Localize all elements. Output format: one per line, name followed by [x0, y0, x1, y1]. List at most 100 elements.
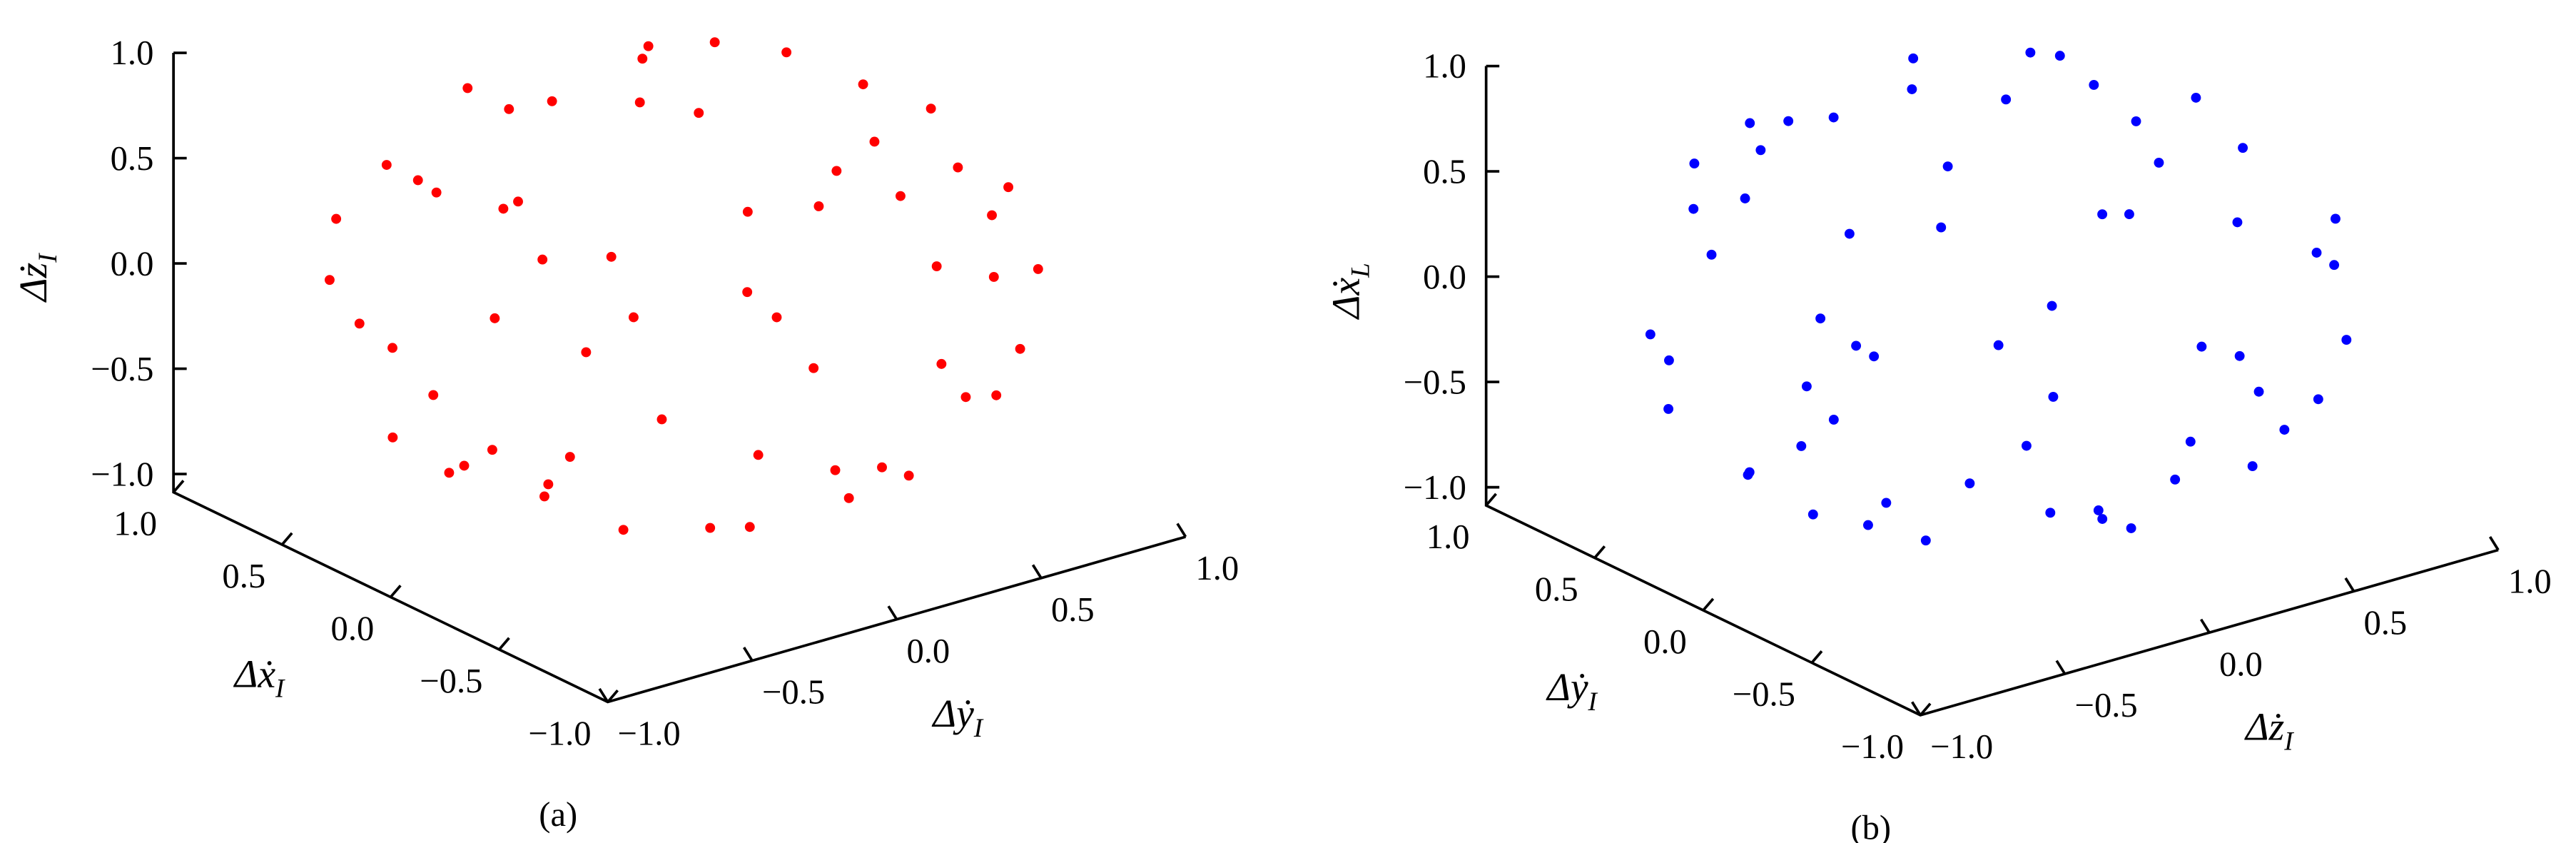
x-axis-label: ΔẋI [233, 653, 285, 704]
point [1844, 228, 1855, 239]
point [709, 37, 720, 48]
point [705, 523, 716, 533]
x-tick-label: 0.5 [1535, 570, 1578, 609]
point [1740, 193, 1750, 203]
point [953, 162, 963, 173]
point [1783, 116, 1794, 126]
x-tick [1702, 597, 1715, 612]
z-tick-label: −0.5 [91, 350, 153, 388]
x-tick-label: −0.5 [420, 662, 482, 700]
point [628, 312, 639, 323]
point [2001, 94, 2012, 105]
point [1942, 161, 1953, 172]
point [2025, 47, 2036, 58]
point [742, 287, 753, 298]
point [926, 104, 936, 114]
z-axis-label-main: Δẋ [1324, 278, 1368, 320]
x-axis-label-sub: I [1588, 687, 1598, 717]
x-axis-label-sub: I [275, 674, 285, 703]
point [459, 460, 470, 471]
x-tick [280, 532, 293, 546]
x-tick-label: −1.0 [1841, 727, 1904, 766]
point [498, 203, 509, 214]
z-axis-label: ΔżI [12, 253, 63, 303]
point [606, 251, 617, 262]
point [988, 272, 999, 282]
point [2329, 260, 2340, 271]
point [2247, 461, 2258, 472]
point [1863, 520, 1873, 530]
point [2047, 301, 2057, 311]
z-tick-label: 0.0 [111, 244, 154, 283]
x-tick-label: 0.5 [222, 557, 265, 595]
point [1801, 381, 1812, 392]
axis-line [172, 53, 1187, 704]
point [431, 187, 442, 198]
point [537, 254, 548, 265]
point [987, 210, 997, 221]
x-tick-label: 0.0 [331, 610, 375, 648]
point [2097, 514, 2108, 524]
y-tick-label: −1.0 [1930, 727, 1993, 766]
x-tick-label: −0.5 [1733, 675, 1795, 714]
point [462, 83, 473, 94]
y-tick-label: 1.0 [1195, 549, 1239, 587]
point [2089, 80, 2099, 90]
z-tick-label: 1.0 [111, 34, 154, 72]
x-tick [1485, 493, 1497, 507]
point [387, 432, 398, 443]
point [1907, 84, 1917, 94]
point [2021, 440, 2032, 451]
point [1964, 478, 1975, 489]
z-tick-label: 0.0 [1423, 258, 1466, 296]
caption: (b) [1850, 808, 1891, 843]
y-tick [2488, 536, 2500, 551]
point [1993, 340, 2004, 350]
y-tick-label: 0.0 [906, 632, 950, 670]
point [387, 343, 397, 353]
point [1908, 53, 1919, 64]
point [444, 468, 455, 478]
x-tick [607, 689, 619, 703]
x-axis-label: ΔẏI [1546, 666, 1598, 717]
point [1807, 509, 1818, 520]
point [2131, 116, 2141, 126]
y-axis-label: ΔżI [2244, 706, 2294, 757]
y-tick-label: −0.5 [762, 673, 825, 712]
point [931, 261, 942, 271]
point [618, 525, 629, 535]
point [877, 462, 887, 473]
point [1706, 249, 1717, 260]
panel: −1.0 −0.5 0.0 0.5 1.0 −1.0 −0.5 0.0 0.5 1.0 −1.0 −0… [12, 34, 1239, 834]
point [781, 47, 792, 58]
x-tick [1593, 545, 1606, 559]
point [1744, 467, 1755, 478]
point [2253, 386, 2264, 397]
y-axis-label-sub: I [973, 714, 984, 743]
point [830, 465, 841, 475]
point [1881, 498, 1892, 508]
point [1936, 222, 1947, 233]
point [2341, 335, 2352, 345]
y-tick [1176, 523, 1187, 537]
caption: (a) [539, 795, 577, 834]
point [903, 470, 914, 481]
point [813, 201, 824, 211]
y-axis-label-main: Δẏ [932, 692, 975, 736]
point [742, 206, 753, 217]
z-axis-label-sub: L [1346, 263, 1375, 278]
point [634, 97, 645, 108]
y-tick [2055, 660, 2067, 675]
x-tick-label: −1.0 [528, 715, 591, 753]
point [1663, 403, 1674, 414]
point [581, 347, 592, 358]
point [543, 479, 554, 490]
y-tick-label: 0.0 [2219, 645, 2263, 683]
z-tick-label: 0.5 [111, 139, 154, 178]
point [2048, 391, 2059, 402]
point [1851, 340, 1862, 351]
point [2170, 474, 2181, 485]
y-tick-label: 0.5 [1051, 590, 1095, 629]
point [2279, 425, 2290, 435]
